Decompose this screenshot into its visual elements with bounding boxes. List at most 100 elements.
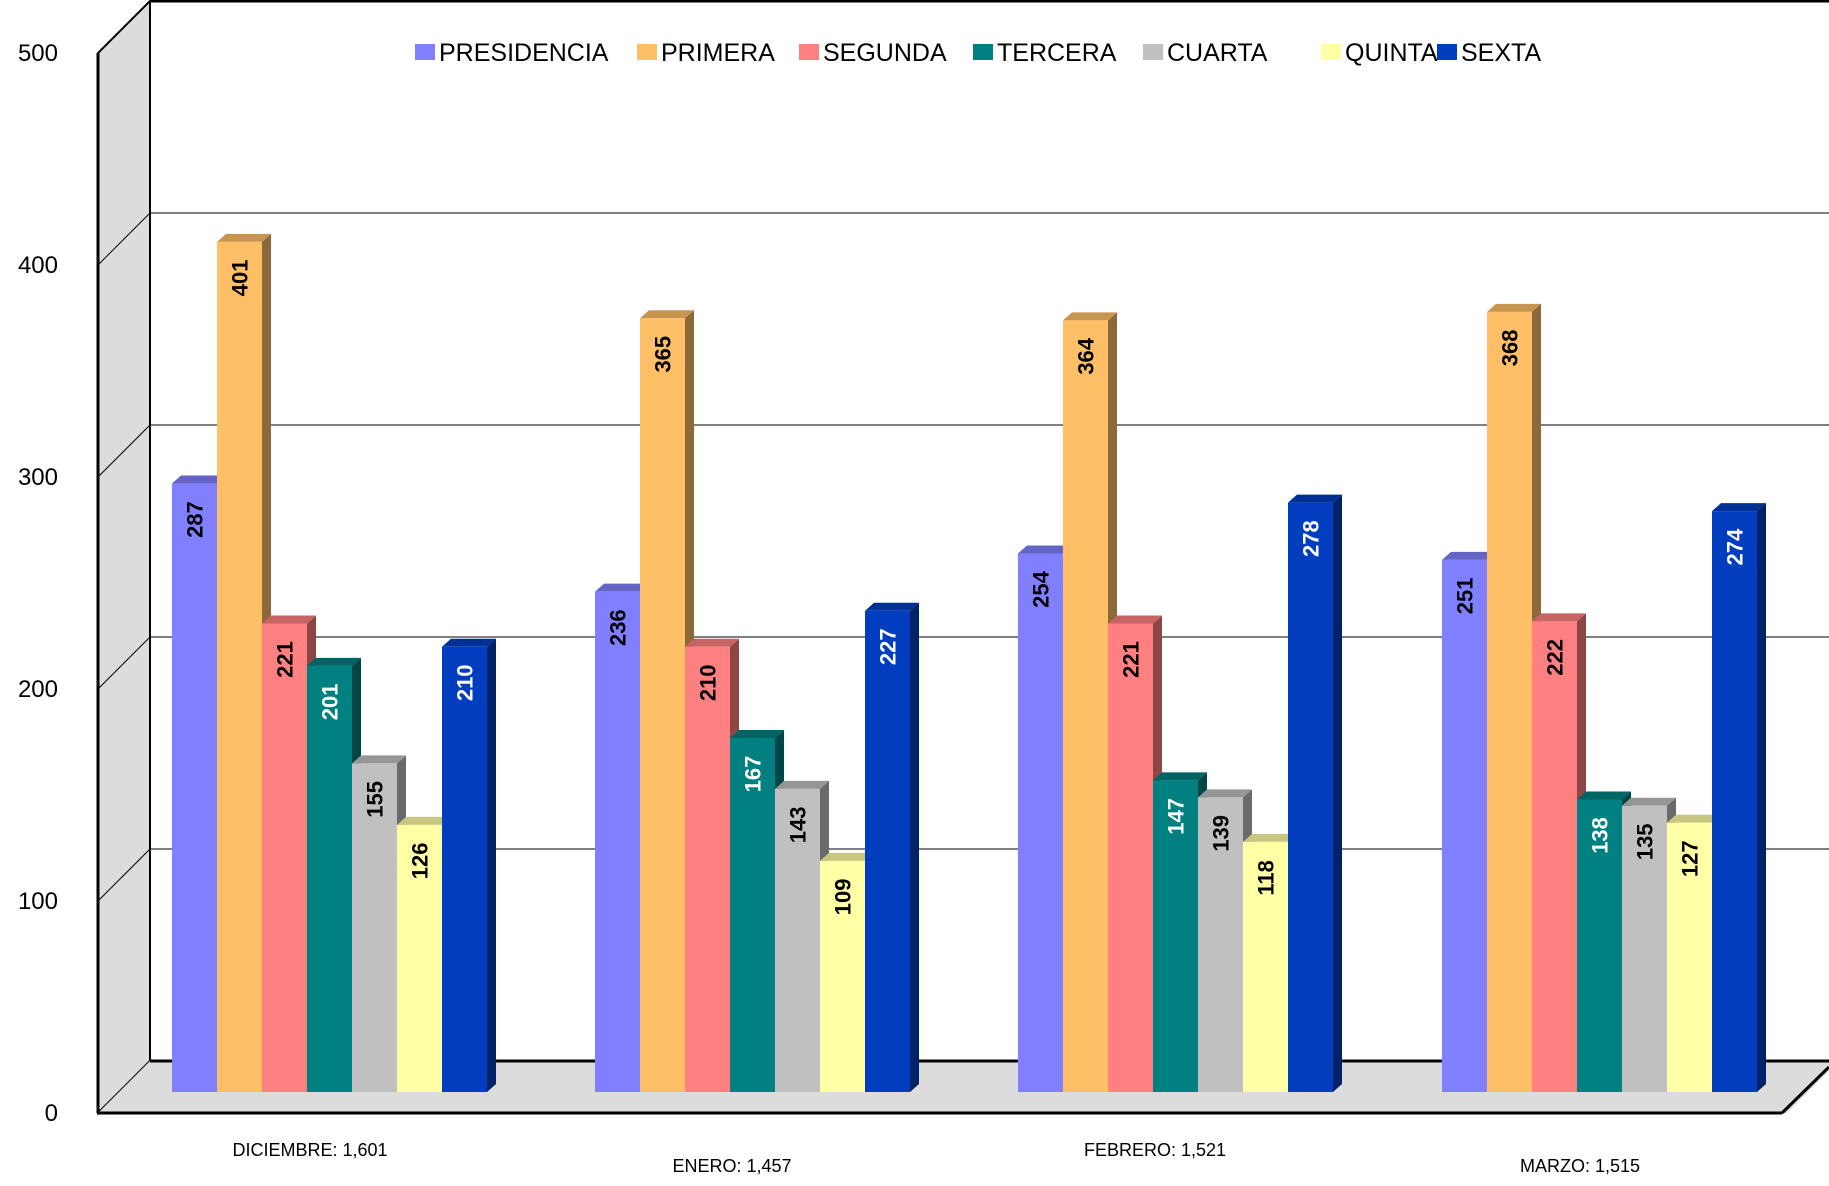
data-label: 143 bbox=[786, 806, 811, 843]
gridlines bbox=[97, 212, 1829, 902]
legend-label: SEXTA bbox=[1461, 39, 1541, 67]
bar: 274 bbox=[1712, 503, 1766, 1092]
plot-walls bbox=[96, 0, 1829, 1116]
gridline-diagonal bbox=[97, 848, 151, 902]
legend-label: PRESIDENCIA bbox=[439, 39, 609, 67]
bar-side bbox=[910, 602, 919, 1092]
category-label: ENERO: 1,457 bbox=[672, 1156, 791, 1176]
bar-face bbox=[442, 646, 487, 1092]
bar-top bbox=[1712, 503, 1766, 512]
bar-face bbox=[217, 241, 262, 1092]
left-wall bbox=[97, 0, 151, 1116]
data-label: 287 bbox=[183, 501, 208, 538]
bar-face bbox=[595, 591, 640, 1092]
legend-label: TERCERA bbox=[997, 39, 1117, 67]
category-label: FEBRERO: 1,521 bbox=[1084, 1140, 1226, 1160]
bar: 401 bbox=[217, 233, 271, 1092]
data-label: 364 bbox=[1074, 337, 1099, 374]
bar-side bbox=[1333, 494, 1342, 1092]
legend-item: PRIMERA bbox=[637, 39, 775, 67]
bar-top bbox=[307, 657, 361, 666]
legend: PRESIDENCIA PRIMERA SEGUNDA TERCERA CUARTA QU… bbox=[415, 39, 1541, 67]
bar-top bbox=[865, 602, 919, 611]
legend-label: PRIMERA bbox=[661, 39, 775, 67]
bar-top bbox=[820, 852, 874, 861]
legend-item: SEXTA bbox=[1437, 39, 1541, 67]
bar-face bbox=[1487, 311, 1532, 1093]
bar-face bbox=[1577, 799, 1622, 1092]
category-label: DICIEMBRE: 1,601 bbox=[232, 1140, 387, 1160]
y-tick-label: 500 bbox=[18, 40, 58, 67]
bar: 365 bbox=[640, 310, 694, 1092]
bar-face bbox=[1622, 805, 1667, 1092]
bar-face bbox=[172, 483, 217, 1092]
bar: 227 bbox=[865, 602, 919, 1092]
bar-side bbox=[1757, 503, 1766, 1092]
bar-top bbox=[1442, 551, 1496, 560]
gridline-diagonal bbox=[97, 212, 151, 266]
y-tick-label: 100 bbox=[18, 888, 58, 915]
data-label: 135 bbox=[1633, 823, 1658, 860]
bar-face bbox=[1153, 780, 1198, 1092]
bar-top bbox=[1288, 494, 1342, 503]
legend-label: SEGUNDA bbox=[823, 39, 947, 67]
legend-item: TERCERA bbox=[973, 39, 1117, 67]
bar-face bbox=[730, 737, 775, 1092]
data-label: 127 bbox=[1678, 840, 1703, 877]
data-label: 167 bbox=[741, 756, 766, 793]
legend-swatch bbox=[1321, 44, 1341, 60]
legend-swatch bbox=[1143, 44, 1163, 60]
bar: 278 bbox=[1288, 494, 1342, 1092]
bar-face bbox=[640, 318, 685, 1092]
bar-face bbox=[1667, 822, 1712, 1092]
legend-item: QUINTA bbox=[1321, 39, 1438, 67]
legend-item: PRESIDENCIA bbox=[415, 39, 609, 67]
bar-top bbox=[217, 233, 271, 242]
bar-top bbox=[1108, 615, 1162, 624]
bar-top bbox=[595, 583, 649, 592]
bar-face bbox=[352, 763, 397, 1092]
data-label: 201 bbox=[318, 684, 343, 721]
bar-top bbox=[1667, 814, 1721, 823]
data-label: 210 bbox=[696, 664, 721, 701]
bar-face bbox=[1198, 797, 1243, 1092]
x-axis: DICIEMBRE: 1,601 ENERO: 1,457 FEBRERO: 1,5… bbox=[232, 1140, 1640, 1176]
data-label: 147 bbox=[1164, 798, 1189, 835]
data-label: 278 bbox=[1299, 520, 1324, 557]
legend-swatch bbox=[637, 44, 657, 60]
floor bbox=[98, 1061, 1829, 1113]
legend-item: SEGUNDA bbox=[799, 39, 947, 67]
y-tick-label: 0 bbox=[45, 1100, 58, 1127]
bar: 210 bbox=[442, 638, 496, 1092]
data-label: 274 bbox=[1723, 528, 1748, 565]
data-label: 227 bbox=[876, 628, 901, 665]
bar-top bbox=[1532, 613, 1586, 622]
bar-top bbox=[442, 638, 496, 647]
data-label: 109 bbox=[831, 879, 856, 916]
bar-top bbox=[685, 638, 739, 647]
bar-top bbox=[262, 615, 316, 624]
bar-top bbox=[1622, 797, 1676, 806]
bar-face bbox=[1063, 320, 1108, 1092]
data-label: 222 bbox=[1543, 639, 1568, 676]
y-tick-label: 200 bbox=[18, 676, 58, 703]
bar-top bbox=[172, 475, 226, 484]
bar-top bbox=[1243, 833, 1297, 842]
legend-item: CUARTA bbox=[1143, 39, 1268, 67]
data-label: 254 bbox=[1029, 570, 1054, 607]
y-axis: 0 100 200 300 400 500 bbox=[18, 40, 58, 1127]
bar-face bbox=[262, 623, 307, 1092]
bar-top bbox=[730, 729, 784, 738]
bar-face bbox=[1018, 553, 1063, 1092]
bar-top bbox=[1198, 789, 1252, 798]
bar-face bbox=[1108, 623, 1153, 1092]
gridline-diagonal bbox=[97, 424, 151, 478]
y-tick-label: 400 bbox=[18, 252, 58, 279]
data-label: 118 bbox=[1254, 860, 1279, 896]
bar-top bbox=[1153, 772, 1207, 781]
bar-top bbox=[775, 780, 829, 789]
category-label: MARZO: 1,515 bbox=[1520, 1156, 1640, 1176]
bar-face bbox=[1288, 502, 1333, 1092]
bar-face bbox=[820, 860, 865, 1092]
